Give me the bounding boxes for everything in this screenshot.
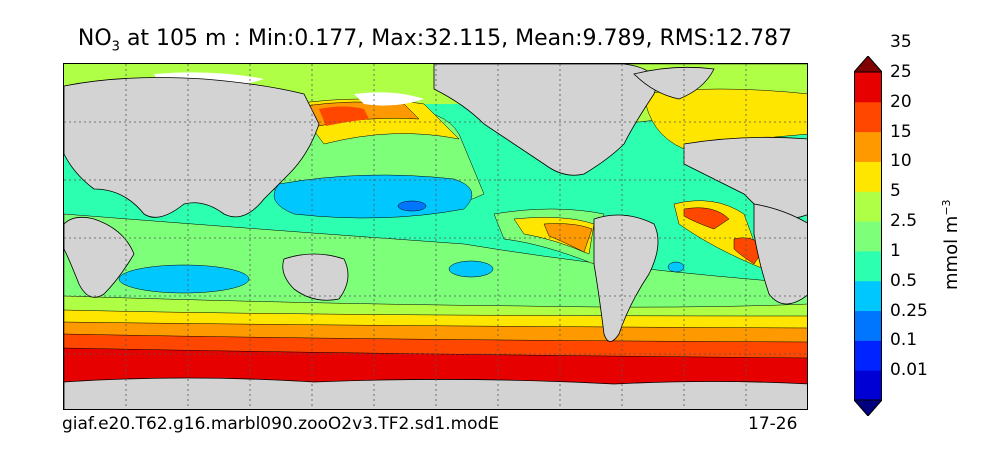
year-range: 17-26 [748,414,798,434]
colorbar-tick-label: 15 [890,121,912,142]
colorbar-unit-label: mmol m−3 [940,199,962,290]
colorbar-segment [854,370,882,401]
colorbar-segment [854,340,882,371]
no3-field-map [64,64,807,409]
colorbar-segment [854,131,882,162]
greenland [633,66,715,100]
satl-gyre [667,261,685,273]
colorbar [854,56,882,416]
colorbar-tick-label: 0.1 [890,330,918,351]
africa-east [753,203,807,305]
npac-red [319,106,369,126]
colorbar-segment [854,280,882,312]
colorbar-tick-label: 2.5 [890,211,918,232]
colorbar-tick-label: 20 [890,91,912,112]
etp-orange [543,223,593,253]
colorbar-top-arrow [854,56,882,73]
colorbar-segment [854,161,882,192]
australia [282,253,349,301]
arctic-white-2 [354,92,424,106]
npac-gyre-core [397,200,427,212]
colorbar-tick-label: 35 [890,32,912,53]
ea-red [683,207,730,230]
colorbar-segment [854,310,882,341]
colorbar-segment [854,101,882,133]
colorbar-segment [854,72,882,103]
colorbar-bottom-arrow [854,399,882,416]
map-title: NO3 at 105 m : Min:0.177, Max:32.115, Me… [77,26,793,55]
colorbar-tick-label: 5 [890,181,901,202]
case-name: giaf.e20.T62.g16.marbl090.zooO2v3.TF2.sd… [62,414,500,434]
colorbar-tick-label: 0.01 [890,360,928,381]
colorbar-segment [854,250,882,282]
npac-gyre [273,174,473,219]
colorbar-tick-label: 1 [890,240,901,261]
indian-gyre [118,264,250,294]
colorbar-outline [854,71,882,401]
global-map [63,63,808,410]
colorbar-tick-label: 0.25 [890,300,928,321]
colorbar-tick-label: 10 [890,151,912,172]
graticule [64,64,807,409]
north-america [433,64,657,176]
africa-west-edge [64,216,135,298]
colorbar-tick-label: 0.5 [890,270,918,291]
colorbar-segment [854,191,882,222]
colorbar-tick-label: 25 [890,62,912,82]
south-america [593,214,659,342]
colorbar-segment [854,221,882,252]
spac-gyre [448,260,494,278]
eurasia [64,77,320,218]
